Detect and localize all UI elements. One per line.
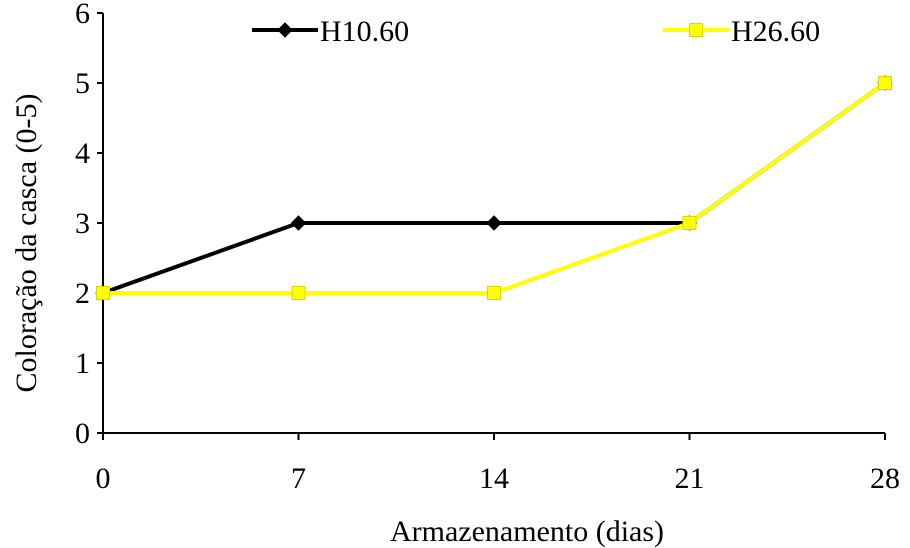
legend-item: H10.60 bbox=[252, 15, 409, 48]
x-ticks: 0 7 14 21 28 bbox=[96, 433, 900, 495]
x-tick-label: 28 bbox=[870, 462, 900, 495]
y-tick-label: 4 bbox=[75, 137, 90, 170]
y-axis: 0 1 2 3 4 5 6 bbox=[75, 0, 104, 450]
series-H10.60 bbox=[95, 75, 893, 301]
series-H26.60 bbox=[96, 76, 892, 300]
legend-marker bbox=[689, 23, 703, 37]
x-tick-label: 21 bbox=[675, 462, 705, 495]
y-tick-label: 5 bbox=[75, 67, 90, 100]
x-tick-label: 7 bbox=[291, 462, 306, 495]
series-line bbox=[103, 81, 887, 295]
series-point bbox=[290, 215, 307, 231]
x-tick-label: 0 bbox=[96, 462, 111, 495]
x-tick-label: 14 bbox=[479, 462, 509, 495]
series-point bbox=[291, 286, 306, 300]
x-axis: 0 7 14 21 28 bbox=[96, 432, 900, 495]
legend-item: H26.60 bbox=[663, 15, 820, 48]
series-point bbox=[486, 215, 502, 231]
series-point bbox=[96, 286, 110, 300]
series-line bbox=[102, 81, 887, 295]
legend-label: H26.60 bbox=[731, 15, 820, 48]
legend: H10.60 H26.60 bbox=[252, 15, 820, 48]
series-point bbox=[878, 76, 892, 90]
legend-marker bbox=[277, 22, 293, 38]
y-axis-title: Coloração da casca (0-5) bbox=[10, 93, 43, 392]
series-point bbox=[682, 216, 697, 230]
y-tick-label: 6 bbox=[75, 0, 90, 30]
y-tick-label: 3 bbox=[75, 207, 90, 240]
x-axis-title: Armazenamento (dias) bbox=[390, 515, 664, 548]
series-layer bbox=[95, 75, 893, 301]
y-tick-label: 0 bbox=[75, 417, 90, 450]
y-ticks: 0 1 2 3 4 5 6 bbox=[75, 0, 103, 450]
series-point bbox=[487, 286, 501, 300]
y-tick-label: 1 bbox=[75, 347, 90, 380]
legend-label: H10.60 bbox=[320, 15, 409, 48]
y-tick-label: 2 bbox=[75, 277, 90, 310]
